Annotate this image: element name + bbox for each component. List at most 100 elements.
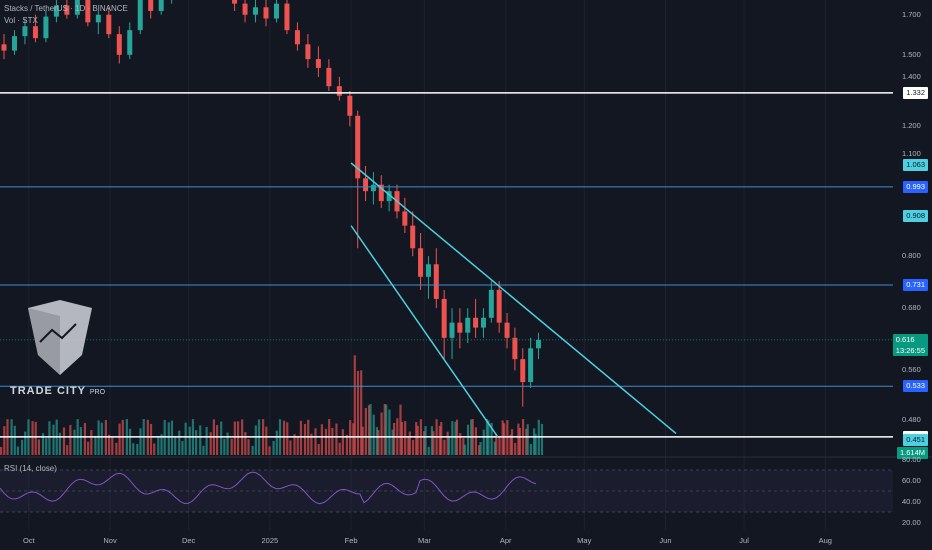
volume-bar — [432, 431, 435, 455]
volume-bar — [199, 425, 202, 455]
volume-bar — [331, 427, 334, 455]
candle-body — [363, 178, 369, 192]
volume-bar — [34, 421, 37, 455]
symbol-header: Stacks / TetherUS · 1D · BINANCE — [4, 4, 128, 13]
volume-bar — [293, 434, 296, 455]
key-level-badge: 1.332 — [903, 86, 928, 99]
volume-bar — [303, 423, 307, 455]
candle-body — [457, 322, 463, 333]
volume-bar — [73, 429, 76, 455]
volume-bar — [352, 423, 355, 455]
key-level-badge: 0.993 — [903, 180, 928, 193]
rsi-axis-tick: 80.00 — [902, 455, 921, 464]
time-axis-label: May — [577, 536, 592, 545]
volume-bar — [424, 426, 427, 455]
volume-bar — [518, 427, 521, 455]
candle-body — [74, 0, 80, 15]
volume-bar — [503, 423, 506, 455]
candle-body — [64, 5, 70, 15]
brand-suffix: PRO — [89, 389, 106, 396]
volume-bar — [286, 422, 289, 455]
candle-body — [315, 59, 321, 68]
price-axis-tick: 1.100 — [902, 149, 921, 159]
volume-bar — [427, 446, 430, 455]
volume-bar — [466, 424, 470, 455]
volume-bar — [514, 442, 517, 455]
time-axis-label: Nov — [103, 536, 117, 545]
key-level-badge: 0.731 — [903, 279, 928, 292]
price-axis-tick: 1.400 — [902, 71, 921, 81]
volume-bar — [37, 439, 41, 455]
volume-bar — [404, 421, 407, 455]
volume-bar — [482, 429, 485, 455]
volume-bar — [493, 441, 496, 455]
axis-price-badge: 0.908 — [903, 209, 928, 222]
volume-bar — [97, 420, 100, 455]
volume-bar — [45, 438, 48, 455]
volume-bar — [62, 427, 66, 455]
volume-bar — [216, 425, 219, 455]
volume-bar — [367, 405, 371, 455]
volume-bar — [375, 427, 379, 455]
volume-bar — [529, 443, 533, 455]
volume-bar — [440, 422, 443, 455]
volume-bar — [517, 423, 520, 455]
price-axis-tick: 0.480 — [902, 414, 921, 424]
volume-bar — [510, 429, 514, 455]
volume-bar — [391, 429, 394, 455]
volume-bar — [205, 426, 208, 455]
volume-bar — [296, 436, 299, 455]
volume-bar — [422, 431, 426, 455]
volume-bar — [495, 435, 498, 455]
volume-bar — [299, 420, 303, 455]
volume-bar — [540, 423, 544, 455]
wedge-lower-line — [350, 225, 499, 438]
volume-bar — [160, 434, 163, 455]
volume-bar — [251, 445, 254, 455]
volume-bar — [341, 429, 344, 455]
volume-bar — [268, 446, 271, 455]
volume-bar — [170, 420, 174, 455]
time-axis-label: Dec — [181, 536, 196, 545]
candle-body — [528, 348, 534, 383]
volume-bar — [399, 404, 402, 455]
price-axis-tick: 1.500 — [902, 49, 921, 59]
key-level-badge: 0.533 — [903, 380, 928, 393]
volume-bar — [463, 444, 466, 455]
volume-bar — [338, 442, 341, 455]
candle-body — [22, 26, 28, 37]
countdown-label: 13:26:55 — [895, 345, 925, 355]
volume-bar — [247, 439, 250, 455]
volume-bar — [451, 421, 454, 455]
candle-body — [370, 184, 376, 192]
candle-body — [11, 36, 17, 51]
volume-bar — [265, 426, 268, 455]
volume-bar — [41, 433, 45, 455]
candle-body — [433, 264, 439, 299]
volume-bar — [356, 370, 360, 455]
volume-bar — [474, 427, 477, 455]
wedge-upper-line — [350, 162, 677, 434]
candle-body — [137, 0, 143, 31]
volume-bar — [115, 442, 118, 455]
candle-body — [158, 0, 164, 11]
rsi-axis-tick: 40.00 — [902, 497, 921, 506]
price-axis-tick: 1.700 — [902, 9, 921, 19]
time-axis-label: Oct — [22, 536, 35, 545]
candle-body — [535, 339, 541, 349]
volume-bar — [0, 447, 3, 455]
candle-body — [496, 289, 502, 323]
volume-bar — [487, 420, 490, 455]
volume-bar — [58, 432, 61, 455]
volume-bar — [3, 426, 6, 455]
volume-bar — [383, 404, 386, 455]
volume-bar — [372, 414, 375, 455]
volume-bar — [430, 426, 434, 455]
price-axis-tick: 1.200 — [902, 121, 921, 131]
volume-bar — [184, 422, 187, 455]
volume-bar — [324, 428, 328, 455]
candle-body — [127, 30, 133, 55]
candle-body — [410, 225, 416, 249]
